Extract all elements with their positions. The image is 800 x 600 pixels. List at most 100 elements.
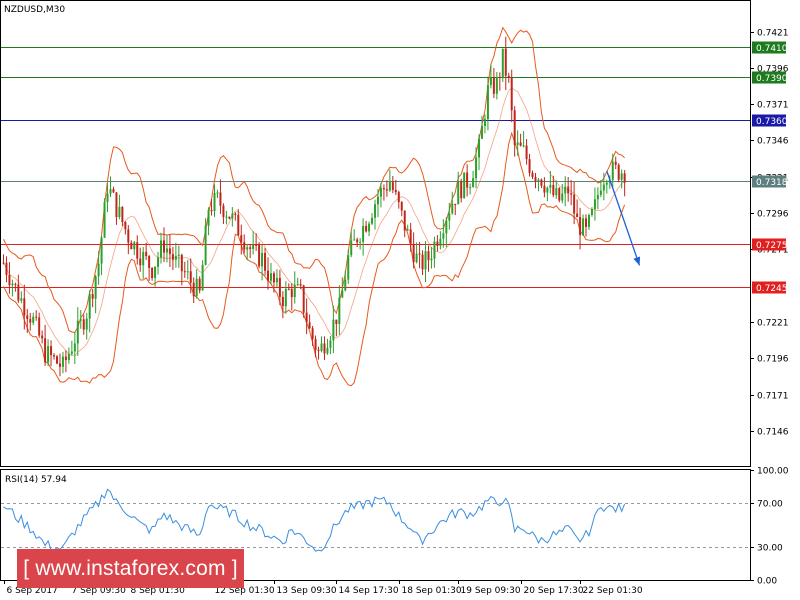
candle-body xyxy=(171,254,174,260)
level-tag-label: 0.7360 xyxy=(756,117,788,127)
candle-body xyxy=(492,77,495,94)
rsi-tick-label: 0.00 xyxy=(757,577,777,587)
candle-body xyxy=(296,284,299,286)
candle-body xyxy=(219,192,222,206)
candle-body xyxy=(522,145,525,147)
candle-body xyxy=(261,252,264,267)
candle-body xyxy=(323,343,326,354)
candle-body xyxy=(53,355,56,357)
candle-body xyxy=(347,255,350,280)
candle-body xyxy=(29,319,32,323)
candle-body xyxy=(103,202,106,238)
candle-body xyxy=(41,335,44,339)
candle-body xyxy=(507,75,510,78)
candle-body xyxy=(623,173,626,183)
level-tag-label: 0.7275 xyxy=(756,241,788,251)
candle-body xyxy=(403,210,406,231)
candle-body xyxy=(599,190,602,195)
candle-body xyxy=(570,193,573,195)
candle-body xyxy=(382,188,385,190)
candle-body xyxy=(5,262,8,275)
candle-body xyxy=(534,177,537,182)
candle-body xyxy=(376,196,379,205)
candle-body xyxy=(180,254,183,272)
level-tag xyxy=(752,175,786,188)
candle-body xyxy=(391,182,394,190)
candle-body xyxy=(510,77,513,111)
candle-body xyxy=(564,186,567,194)
candle-body xyxy=(58,363,61,367)
forecast-arrow-shaft xyxy=(606,170,641,266)
candle-body xyxy=(177,254,180,256)
rsi-tick-label: 70.00 xyxy=(757,500,783,510)
candle-body xyxy=(558,188,561,201)
candle-body xyxy=(269,273,272,281)
candle-body xyxy=(311,328,314,339)
candle-body xyxy=(543,185,546,193)
candle-body xyxy=(525,145,528,160)
candle-body xyxy=(587,215,590,227)
candle-body xyxy=(475,157,478,179)
candle-body xyxy=(186,271,189,273)
candle-body xyxy=(344,279,347,291)
candle-body xyxy=(436,241,439,246)
candle-body xyxy=(596,194,599,200)
price-tick-label: 0.7171 xyxy=(757,392,789,402)
candle-body xyxy=(338,297,341,325)
candle-body xyxy=(326,347,329,354)
candle-body xyxy=(228,216,231,219)
candle-body xyxy=(406,229,409,231)
candle-body xyxy=(207,209,210,226)
watermark-banner: [ www.instaforex.com ] xyxy=(17,549,244,588)
candle-body xyxy=(47,346,50,363)
price-tick-label: 0.7346 xyxy=(757,137,789,147)
candle-body xyxy=(76,320,79,344)
candle-body xyxy=(469,187,472,189)
candle-body xyxy=(519,142,522,146)
candle-body xyxy=(85,318,88,330)
candle-body xyxy=(293,284,296,298)
candle-body xyxy=(439,238,442,246)
candle-body xyxy=(356,239,359,243)
candle-body xyxy=(582,218,585,236)
price-tick-label: 0.7296 xyxy=(757,210,789,220)
candle-body xyxy=(130,242,133,250)
candle-body xyxy=(498,76,501,78)
candle-body xyxy=(145,251,148,257)
candle-body xyxy=(79,319,82,321)
rsi-line xyxy=(3,488,626,552)
level-tag xyxy=(752,281,786,294)
candle-body xyxy=(430,258,433,261)
candle-body xyxy=(415,253,418,263)
candle-body xyxy=(605,182,608,185)
candle-body xyxy=(495,76,498,94)
time-tick-label: 19 Sep 09:30 xyxy=(461,586,521,596)
candle-body xyxy=(139,258,142,266)
candle-body xyxy=(142,251,145,266)
level-tag xyxy=(752,238,786,251)
rsi-tick-label: 30.00 xyxy=(757,544,783,554)
candle-body xyxy=(573,194,576,214)
level-tag xyxy=(752,71,786,84)
candle-body xyxy=(243,242,246,250)
candle-body xyxy=(67,353,70,361)
price-axis: 0.74210.73960.73710.73460.73210.72960.72… xyxy=(750,29,789,438)
candle-body xyxy=(445,220,448,234)
candle-body xyxy=(561,193,564,201)
candle-body xyxy=(11,283,14,286)
candle-body xyxy=(329,340,332,348)
candle-body xyxy=(448,213,451,221)
candle-body xyxy=(109,189,112,194)
candle-body xyxy=(231,213,234,219)
level-tag-label: 0.7318 xyxy=(756,178,788,188)
candle-body xyxy=(617,164,620,180)
candle-body xyxy=(255,244,258,246)
candle-body xyxy=(579,217,582,236)
time-tick-label: 8 Sep 01:30 xyxy=(131,586,186,596)
time-tick-label: 14 Sep 17:30 xyxy=(339,586,399,596)
time-tick-label: 6 Sep 2017 xyxy=(7,586,58,596)
candle-body xyxy=(302,285,305,313)
candle-body xyxy=(189,271,192,283)
candle-body xyxy=(388,182,391,191)
candle-body xyxy=(614,161,617,165)
